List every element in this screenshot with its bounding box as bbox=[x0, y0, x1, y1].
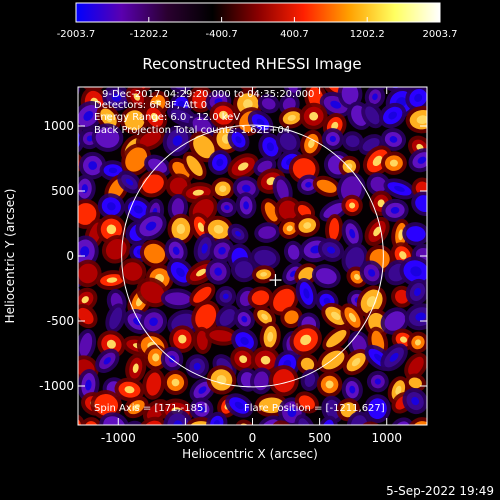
y-axis-label: Heliocentric Y (arcsec) bbox=[3, 189, 17, 324]
heatmap-image bbox=[78, 87, 427, 425]
colorbar bbox=[75, 2, 441, 23]
x-tick-label: 0 bbox=[249, 431, 257, 445]
colorbar-tick-label: 400.7 bbox=[280, 29, 309, 40]
spin-axis-marker bbox=[269, 274, 282, 287]
colorbar-tick-label: 1202.2 bbox=[350, 29, 385, 40]
x-tick-label: 500 bbox=[308, 431, 331, 445]
annotation-spin-axis: Spin Axis = [171,-185] bbox=[94, 403, 207, 414]
y-tick-label: -1000 bbox=[39, 379, 74, 393]
annotation-time: 9-Dec-2017 04:29:20.000 to 04:35:20.000 bbox=[102, 89, 314, 100]
y-tick-label: 1000 bbox=[43, 119, 74, 133]
annotation-method: Back Projection Total counts: 1.62E+04 bbox=[94, 125, 290, 136]
colorbar-tick-label: -1202.2 bbox=[129, 29, 168, 40]
x-tick-label: -500 bbox=[172, 431, 199, 445]
annotation-detectors: Detectors: 6F 8F, Att 0 bbox=[94, 100, 207, 111]
y-tick-label: -500 bbox=[47, 314, 74, 328]
colorbar-tick-label: -2003.7 bbox=[57, 29, 96, 40]
colorbar-tick-label: 2003.7 bbox=[423, 29, 458, 40]
x-tick-label: 1000 bbox=[371, 431, 402, 445]
axis-ticks: -1000 -500 0 500 1000 -1000 -500 0 500 1000 bbox=[39, 87, 427, 445]
colorbar-tick-label: -400.7 bbox=[205, 29, 237, 40]
solar-limb-circle bbox=[121, 124, 384, 388]
colorbar-ticks: -2003.7 -1202.2 -400.7 400.7 1202.2 2003.7 bbox=[57, 17, 458, 40]
chart-title: Reconstructed RHESSI Image bbox=[142, 55, 361, 73]
annotation-flare-position: Flare Position = [-1211,627] bbox=[244, 403, 385, 414]
timestamp: 5-Sep-2022 19:49 bbox=[386, 484, 494, 498]
y-tick-label: 0 bbox=[66, 249, 74, 263]
x-axis-label: Heliocentric X (arcsec) bbox=[182, 447, 318, 461]
annotation-energy: Energy Range: 6.0 - 12.0 keV bbox=[94, 112, 240, 123]
x-tick-label: -1000 bbox=[101, 431, 136, 445]
y-tick-label: 500 bbox=[51, 184, 74, 198]
